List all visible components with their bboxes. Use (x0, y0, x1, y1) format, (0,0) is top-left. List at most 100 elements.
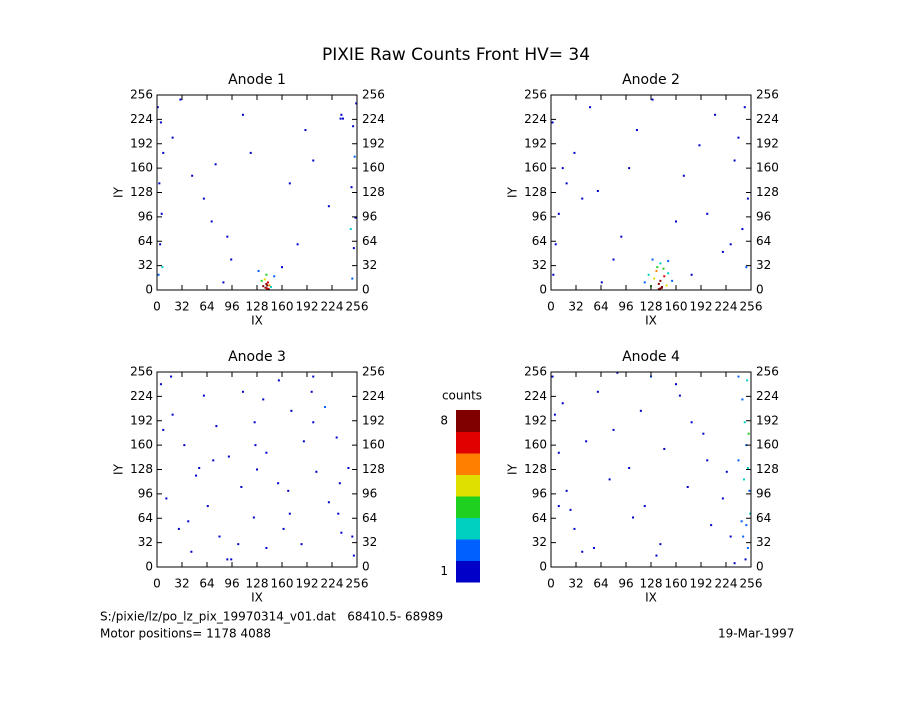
pixel (241, 113, 244, 116)
pixel (240, 486, 243, 489)
pixel (277, 482, 280, 485)
y-tick-label: 128 (130, 462, 153, 476)
pixel (159, 243, 162, 246)
pixel (746, 379, 749, 382)
y2-tick-label: 64 (362, 511, 377, 525)
pixel (551, 375, 554, 378)
pixel (340, 113, 343, 116)
x-tick-label: 128 (640, 300, 663, 314)
pixel (659, 287, 662, 290)
pixel (353, 155, 356, 158)
y-tick-label: 224 (524, 389, 547, 403)
pixel (277, 379, 280, 382)
y2-tick-label: 128 (362, 185, 385, 199)
x-tick-label: 224 (321, 300, 344, 314)
pixel (702, 432, 705, 435)
pixel (552, 273, 555, 276)
pixel (596, 390, 599, 393)
pixel (581, 550, 584, 553)
x-tick-label: 256 (740, 300, 763, 314)
pixel (323, 406, 326, 409)
pixel (273, 275, 276, 278)
date: 19-Mar-1997 (718, 627, 794, 641)
pixel (745, 266, 748, 269)
y2-tick-label: 32 (756, 535, 771, 549)
pixel (161, 266, 164, 269)
y2-tick-label: 0 (362, 283, 370, 297)
pixel (659, 262, 662, 265)
y2-tick-label: 256 (362, 365, 385, 379)
pixel (690, 421, 693, 424)
pixel (608, 478, 611, 481)
pixel (655, 269, 658, 272)
y2-tick-label: 192 (362, 413, 385, 427)
pixel (195, 474, 198, 477)
pixel (266, 284, 269, 287)
x-tick-label: 224 (715, 300, 738, 314)
y-tick-label: 128 (524, 185, 547, 199)
pixel (551, 121, 554, 124)
pixel (647, 273, 650, 276)
x-tick-label: 0 (153, 300, 161, 314)
y-tick-label: 224 (130, 389, 153, 403)
pixel (162, 428, 165, 431)
y2-tick-label: 96 (362, 209, 377, 223)
y-tick-label: 96 (532, 486, 547, 500)
x-tick-label: 192 (690, 300, 713, 314)
pixel (616, 371, 619, 374)
y2-tick-label: 224 (362, 389, 385, 403)
pixel (262, 398, 265, 401)
y-tick-label: 32 (532, 535, 547, 549)
pixel (653, 277, 656, 280)
x-axis-label: IX (645, 591, 657, 605)
colorbar-tick-label: 8 (440, 413, 448, 427)
x-tick-label: 128 (640, 577, 663, 591)
y-axis-label: IY (506, 186, 520, 198)
x-tick-label: 160 (271, 300, 294, 314)
pixel (214, 163, 217, 166)
x-tick-label: 64 (593, 577, 608, 591)
pixel (302, 440, 305, 443)
y2-tick-label: 224 (362, 112, 385, 126)
pixel (659, 543, 662, 546)
pixel (561, 402, 564, 405)
pixel (743, 106, 746, 109)
pixel (249, 151, 252, 154)
pixel (227, 455, 230, 458)
y2-tick-label: 32 (756, 258, 771, 272)
pixel (350, 186, 353, 189)
pixel (165, 497, 168, 500)
colorbar-swatch (456, 496, 480, 518)
pixel (592, 546, 595, 549)
pixel (632, 516, 635, 519)
y2-tick-label: 160 (756, 438, 779, 452)
x-tick-label: 64 (199, 577, 214, 591)
colorbar-swatch (456, 410, 480, 432)
x-tick-label: 0 (547, 577, 555, 591)
pixel (288, 512, 291, 515)
panel-title: Anode 4 (622, 349, 680, 365)
y2-tick-label: 128 (362, 462, 385, 476)
pixel (729, 535, 732, 538)
y2-tick-label: 32 (362, 535, 377, 549)
y-tick-label: 64 (532, 234, 547, 248)
x-tick-label: 128 (246, 577, 269, 591)
x-tick-label: 32 (174, 577, 189, 591)
pixel (656, 266, 659, 269)
y2-tick-label: 192 (362, 136, 385, 150)
pixel (748, 489, 751, 492)
pixel (744, 558, 747, 561)
pixel (745, 524, 748, 527)
pixel (554, 243, 557, 246)
pixel (351, 535, 354, 538)
pixel (675, 383, 677, 386)
colorbar-swatch (456, 539, 480, 561)
y-tick-label: 32 (138, 535, 153, 549)
y2-tick-label: 192 (756, 413, 779, 427)
pixel (725, 470, 728, 473)
x-tick-label: 128 (246, 300, 269, 314)
pixel (557, 451, 560, 454)
y2-tick-label: 0 (362, 560, 370, 574)
y-tick-label: 224 (130, 112, 153, 126)
